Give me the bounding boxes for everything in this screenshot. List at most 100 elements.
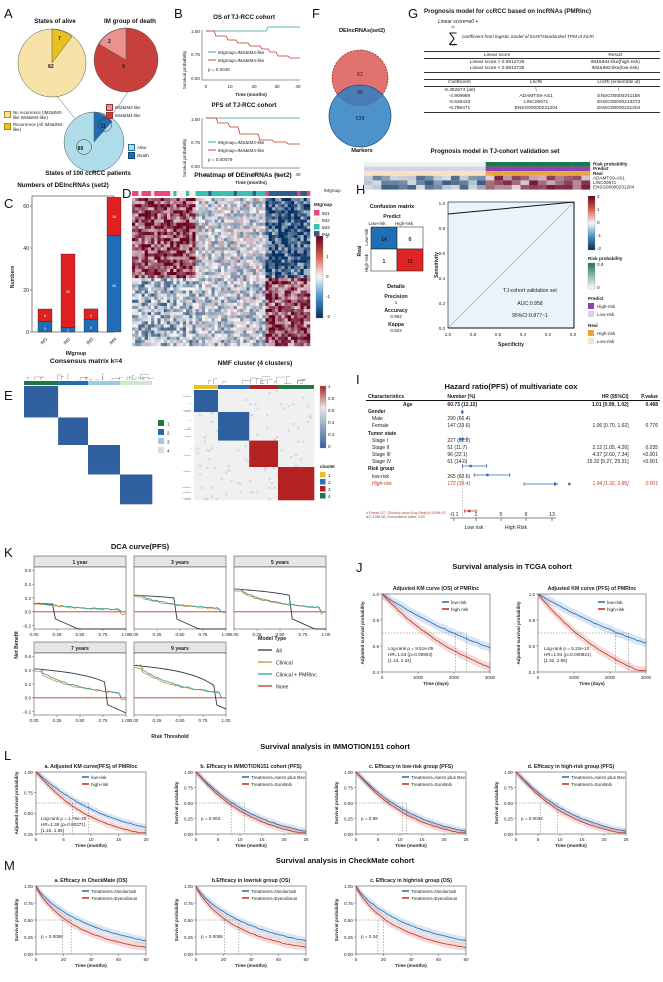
legend-alive: No recurrence (IM2&IM2-like IM4&IM4-like…	[4, 110, 66, 132]
lst-header-1: Result	[570, 52, 660, 59]
km-os-legend-0: IMgroup=IM2&IM2-like	[218, 50, 265, 55]
dca-xtick: 0.50	[76, 718, 85, 723]
tcga-pfs-stat: [1.32, 2.86]	[544, 658, 567, 663]
forest-cell: low-risk	[366, 473, 445, 480]
dca-ytick: 0.6	[25, 654, 32, 659]
linear-score-cell: IM2&IM2-like(low-risk)	[570, 66, 660, 73]
dca-ytick: -0.2	[23, 623, 31, 628]
forest-tick-4: 13	[549, 512, 555, 518]
dca-ytick: 0.0	[25, 610, 32, 615]
immotion-chart-1-ytick: 0.50	[184, 801, 193, 806]
bar-xlabel: IMgroup	[66, 351, 86, 357]
checkmate-chart-2-xtick: 0	[355, 957, 358, 962]
panel-g-formula1: Linear score=a0 +	[438, 19, 660, 25]
real-legend-title: Real	[588, 323, 598, 328]
immotion-chart-1-legend-item: Treatment=Atezo plus Bev	[251, 775, 306, 780]
pie-death-value-9: 9	[122, 64, 125, 70]
dca-xtick: 1.00	[222, 718, 231, 723]
checkmate-chart-2-ylabel: Survival probability	[334, 898, 339, 941]
pie-death: 2 9	[94, 28, 158, 92]
forest-cell: 61 (14.0)	[445, 459, 507, 466]
svg-text:-1: -1	[326, 294, 331, 299]
forest-header-3: P.value	[631, 393, 660, 401]
forest-plot-cell	[507, 423, 575, 430]
pie-bottom: 89 11	[64, 112, 124, 172]
checkmate-chart-0-ytick: 0.50	[24, 918, 33, 923]
formula-sub: i=1	[451, 44, 456, 48]
cm-real-row-1: High-risk	[364, 253, 369, 272]
forest-plot-cell	[507, 430, 575, 437]
forest-plot-cell	[507, 444, 575, 451]
immotion-chart-2-ytick: 1.00	[344, 770, 353, 775]
forest-cell: 96 (22.1)	[445, 452, 507, 459]
cm-detail-value-0: 1	[395, 300, 398, 305]
svg-text:IM1: IM1	[39, 336, 48, 345]
consensus-legend-4: 4	[167, 449, 170, 454]
roc-xlabel: Specificity	[498, 342, 524, 348]
km-os-legend: IMgroup=IM2&IM2-like IMgroup=IM4&IM4-lik…	[208, 50, 265, 72]
forest-plot-cell	[507, 480, 575, 487]
checkmate-chart-1-ytick: 1.00	[184, 884, 193, 889]
bar-IM2: 2 35	[61, 254, 75, 332]
cm-detail-value-2: 0.922	[390, 328, 402, 333]
h-legends: 21 0-1 -2 Risk probability 0.8 0 Predict…	[588, 194, 623, 344]
immotion-chart-0-title: a. Adjusted KM curve(PFS) of PMRlnc	[45, 764, 138, 770]
nmf-colorbar: 10.8 0.60.4 0.20	[320, 384, 335, 449]
forest-cell: Female	[366, 423, 445, 430]
immotion-chart-1-ytick: 0.25	[184, 816, 193, 821]
immotion-chart-3-xlabel: Time (months)	[555, 843, 587, 848]
checkmate-chart-0-ytick: 0.25	[24, 935, 33, 940]
forest-cell: Male	[366, 416, 445, 423]
checkmate-chart-2-ytick: 0.25	[344, 935, 353, 940]
venn-bottom-value: 538	[356, 116, 365, 122]
svg-text:0.75: 0.75	[191, 140, 200, 145]
tcga-os-stat: HR=1.63 (p=0.00903)	[388, 652, 433, 657]
forest-header-2: HR (95%CI)	[575, 393, 631, 401]
legend-bottom-label-1: Death	[137, 153, 149, 158]
checkmate-chart-0-xtick: 0	[35, 957, 38, 962]
nmf-title: NMF cluster (4 clusters)	[180, 360, 330, 367]
svg-text:40: 40	[295, 84, 301, 89]
forest-cell	[631, 466, 660, 473]
immotion-chart-3-legend-item: Treatment=Sunitinib	[571, 782, 613, 787]
forest-tick-2: 5	[500, 512, 503, 518]
tcga-pfs-ytick: 0.6	[529, 644, 536, 649]
svg-text:1.00: 1.00	[191, 29, 200, 34]
consensus-title: Consensus matrix k=4	[16, 358, 156, 365]
dca-xtick: 0.75	[99, 632, 108, 637]
forest-cell: 2.12 [1.05, 4.26]	[575, 444, 631, 451]
tcga-os-ytick: 0.6	[373, 644, 380, 649]
checkmate-chart-1-ylabel: Survival probability	[174, 898, 179, 941]
tcga-os-ytick: 0.4	[373, 670, 380, 675]
lst-header-0: Linear score	[424, 52, 570, 59]
immotion-chart-1-xtick: 0	[195, 837, 198, 842]
svg-text:5: 5	[44, 327, 46, 331]
checkmate-chart-0-xtick: 60	[116, 957, 122, 962]
venn-top-value: 62	[357, 72, 363, 78]
checkmate-chart-1-stat: p = 0.0065	[201, 934, 223, 939]
immotion-chart-1-xtick: 25	[303, 837, 309, 842]
km-pfs-legend-1: IMgroup=IM4&IM4-like	[218, 148, 265, 153]
roc-text2: AUC:0.958	[517, 301, 542, 307]
svg-text:2: 2	[326, 234, 329, 239]
legend-swatch-icon	[128, 144, 135, 151]
immotion-chart-0-legend-item: high-risk	[91, 782, 109, 787]
checkmate-chart-1-xtick: 40	[248, 957, 254, 962]
immotion-chart-2-xtick: 15	[419, 837, 425, 842]
sigma-icon: ∑	[448, 30, 458, 44]
checkmate-chart-0-xlabel: Time (months)	[75, 963, 107, 968]
cm-value-0-1: 0	[409, 237, 412, 243]
forest-header-0: Characteristics	[366, 393, 445, 401]
linear-score-cell: IM4&IM4-like(high-risk)	[570, 59, 660, 66]
svg-text:60: 60	[23, 204, 29, 210]
svg-text:0: 0	[205, 84, 208, 89]
forest-tick-0: -0.1	[450, 512, 459, 518]
panel-m: Survival analysis in CheckMate cohort a.…	[0, 856, 663, 978]
consensus-legend-3: 3	[167, 440, 170, 445]
pie-bottom-value-11: 11	[101, 124, 107, 130]
dca-facet-title: 9 years	[171, 646, 189, 652]
coefficient-cell: -6.382674 (a0)	[424, 86, 495, 93]
forest-axis: -0.1 1 5 9 13 Low risk High Risk	[366, 508, 662, 534]
